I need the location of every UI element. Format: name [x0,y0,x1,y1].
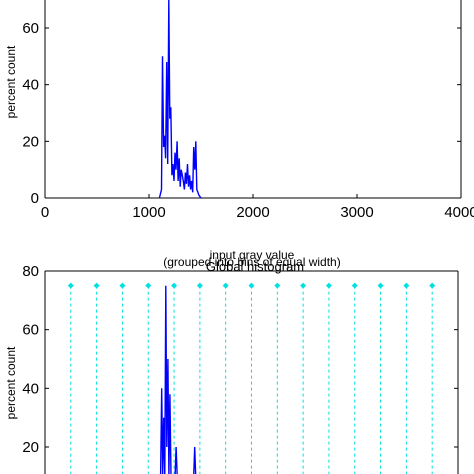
bin-edge-marker [93,282,100,289]
bottom-y-tick-label: 20 [22,439,39,456]
top-y-tick-label: 20 [22,133,39,150]
top-y-tick-label: 40 [22,77,39,94]
top-y-axis-label: percent count [4,45,18,118]
bottom-histogram-chart: Global histogram (grouped into bins of e… [4,255,459,474]
top-histogram-chart: input gray value percent count 0 20 40 60 0 1… [4,0,474,262]
bin-edge-marker [429,282,436,289]
bin-edge-marker [403,282,410,289]
bottom-chart-title: Global histogram [206,259,304,274]
bin-edge-marker [171,282,178,289]
bin-edge-marker [67,282,74,289]
bin-edge-marker [248,282,255,289]
bin-edge-marker [145,282,152,289]
top-x-tick-label: 0 [41,204,49,221]
top-x-tick-label: 4000 [444,204,474,221]
bottom-histogram-line [159,285,197,474]
bin-edge-marker [325,282,332,289]
bin-edge-marker [119,282,126,289]
top-x-tick-label: 2000 [236,204,269,221]
top-y-tick-label: 60 [22,20,39,37]
bin-edge-marker [377,282,384,289]
top-histogram-line [158,0,202,199]
top-x-axis-label: input gray value [210,248,295,262]
bin-edge-marker [300,282,307,289]
bin-edge-marker [274,282,281,289]
bin-edge-marker [222,282,229,289]
bottom-chart-subtitle: (grouped into bins of equal width) [163,255,340,269]
bottom-y-tick-label: 60 [22,322,39,339]
bottom-y-tick-label: 40 [22,380,39,397]
top-y-tick-label: 0 [31,190,39,207]
bin-edge-marker [196,282,203,289]
top-x-tick-label: 1000 [132,204,165,221]
bottom-y-axis-label: percent count [4,346,18,419]
bin-edge-marker [351,282,358,289]
top-x-tick-label: 3000 [340,204,373,221]
bottom-y-tick-label: 80 [22,263,39,280]
